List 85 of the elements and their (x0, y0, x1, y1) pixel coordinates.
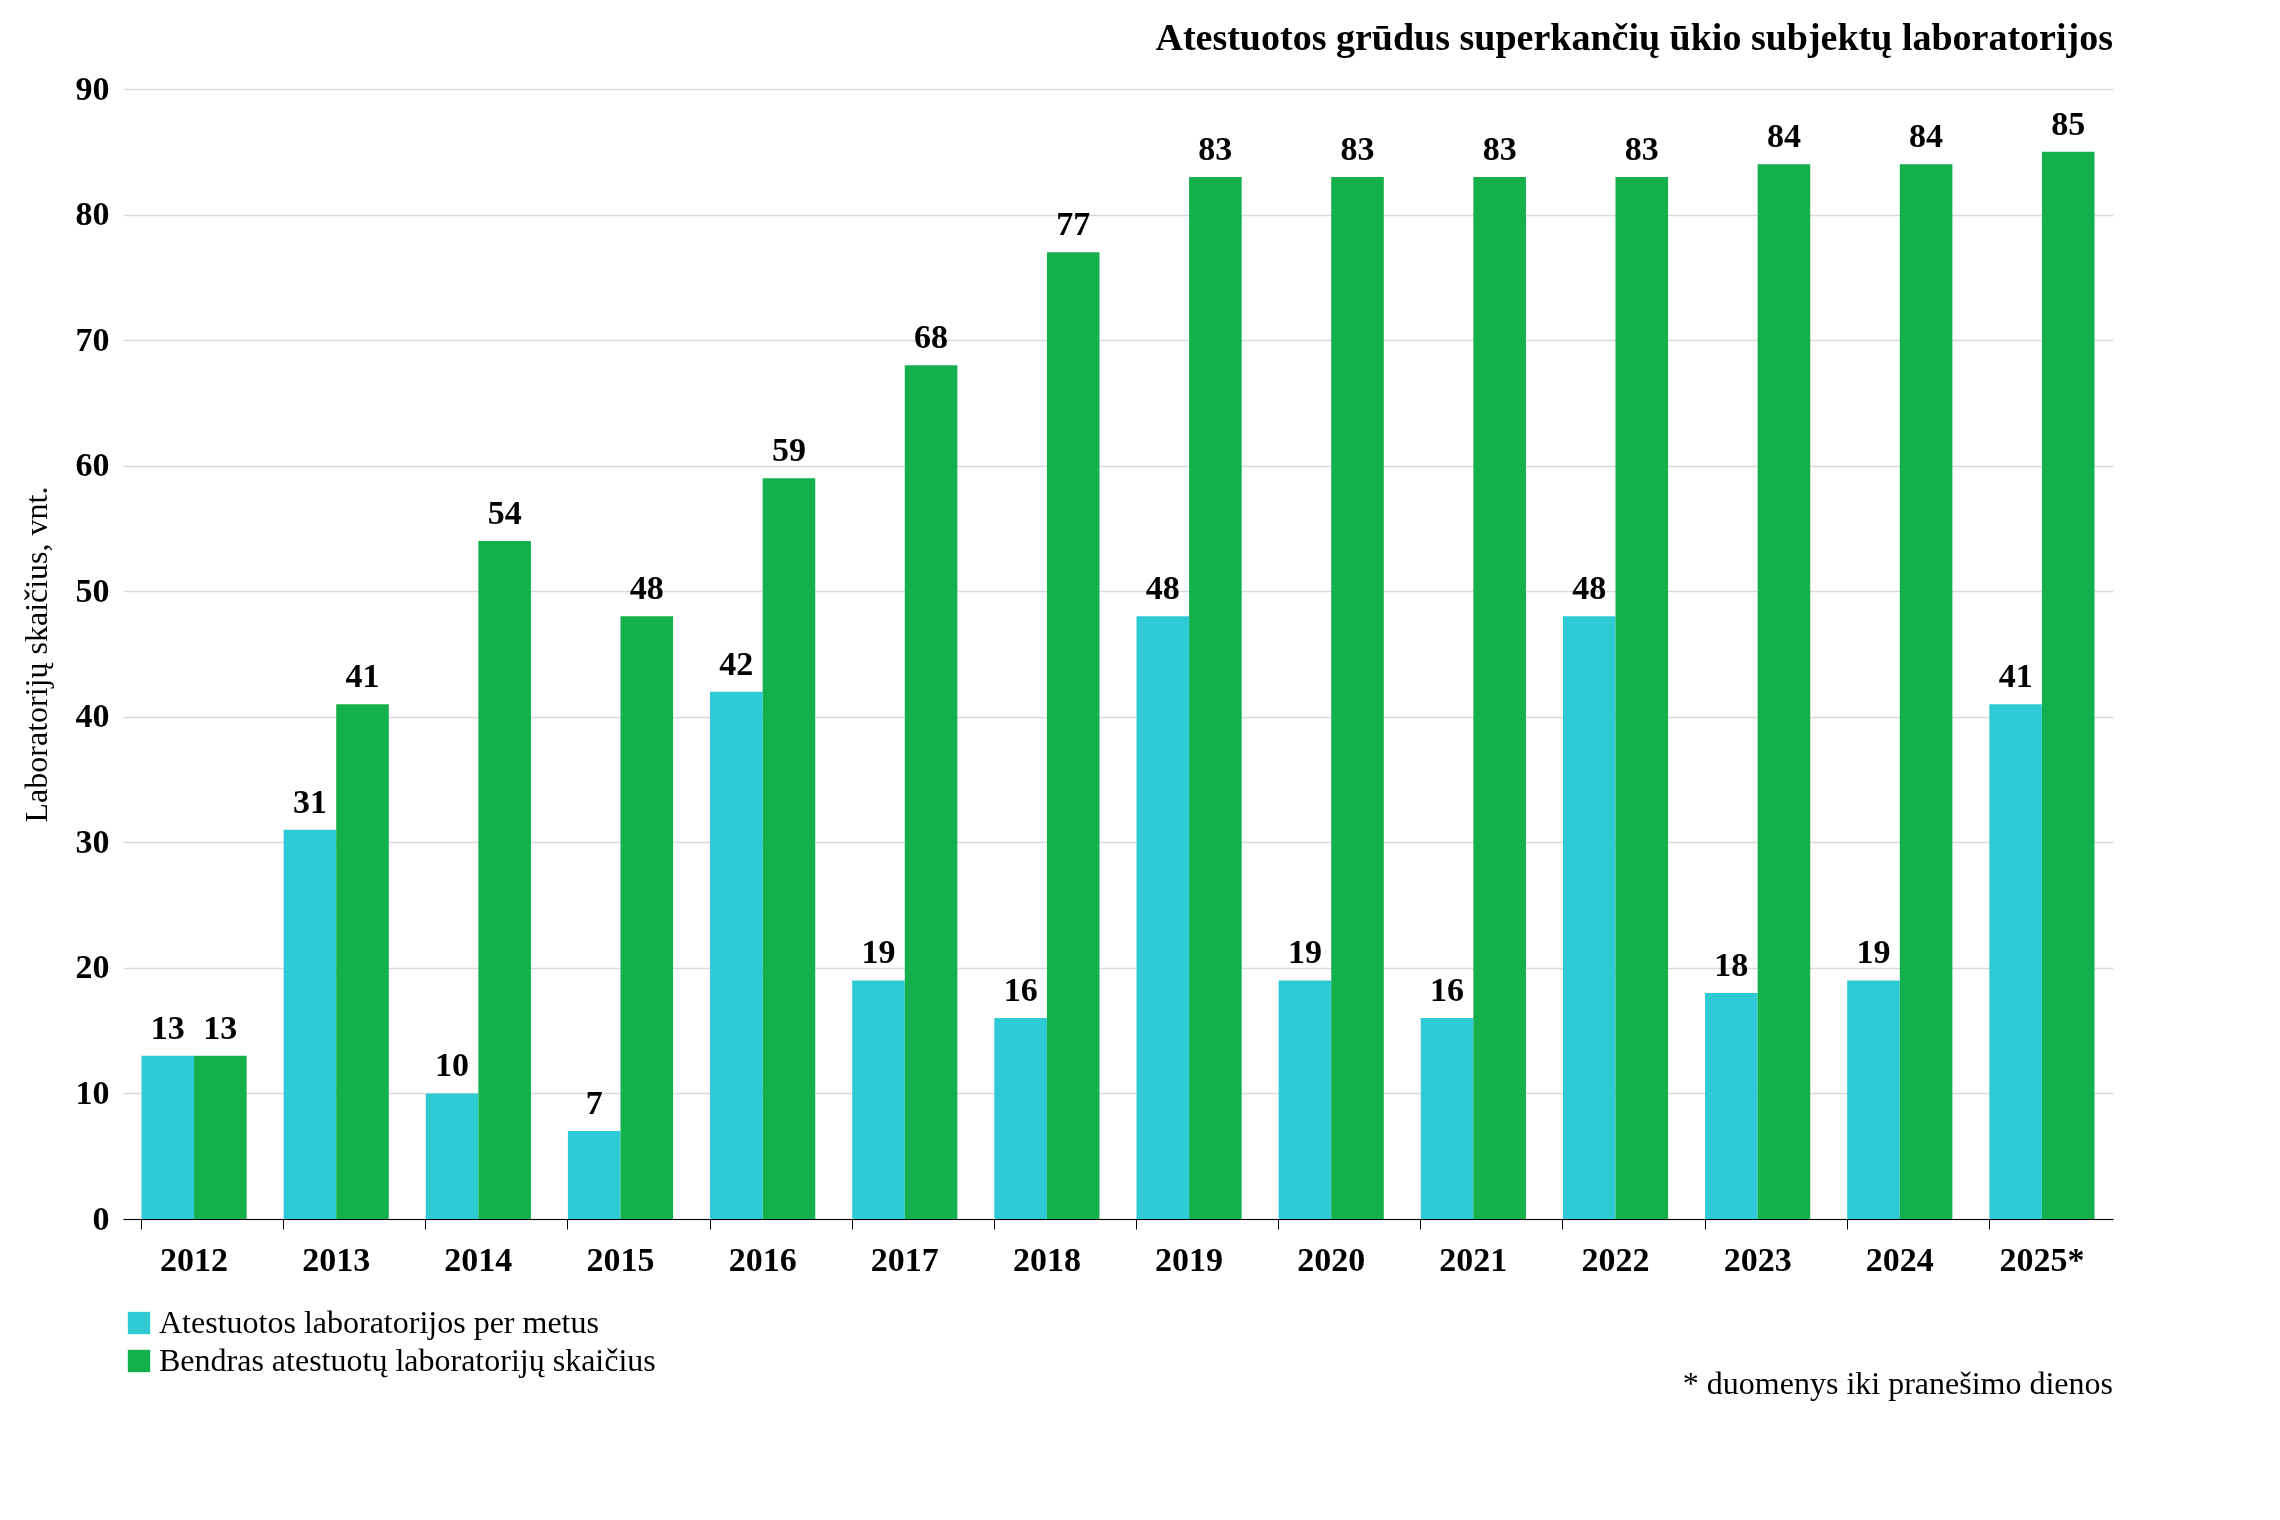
data-label: 41 (1998, 657, 2033, 695)
y-axis-title: Laboratorijų skaičius, vnt. (17, 486, 54, 823)
data-label: 59 (771, 431, 806, 469)
data-label: 83 (1482, 129, 1517, 167)
bar (1562, 616, 1616, 1219)
data-label: 16 (1430, 971, 1465, 1009)
data-label: 84 (1766, 117, 1801, 155)
bar (1046, 252, 1100, 1219)
data-label: 48 (629, 569, 664, 607)
x-tick-label: 2020 (1297, 1240, 1366, 1278)
bar (336, 704, 389, 1219)
data-label: 42 (719, 644, 754, 682)
data-label: 19 (1287, 933, 1322, 971)
data-label: 18 (1714, 946, 1749, 983)
y-tick-label: 0 (92, 1199, 110, 1237)
bar (1420, 1018, 1474, 1219)
chart-title: Atestuotos grūdus superkančių ūkio subjektų laboratorijos (1155, 16, 2113, 58)
text: * duomenys iki pranešimo dienos (1682, 1365, 2113, 1401)
data-label: 48 (1145, 569, 1180, 607)
x-tick-label: 2016 (728, 1240, 797, 1278)
x-tick-label: 2014 (444, 1240, 513, 1278)
bar (425, 1093, 479, 1219)
y-tick-label: 60 (75, 446, 110, 484)
bar (620, 616, 674, 1219)
bar (994, 1018, 1047, 1219)
bar (1615, 176, 1669, 1219)
data-label: 19 (861, 933, 896, 971)
data-label: 19 (1856, 933, 1891, 971)
y-tick-label: 70 (75, 320, 110, 358)
bar (1899, 164, 1953, 1219)
x-tick-label: 2015 (586, 1240, 655, 1278)
x-tick-label: 2013 (302, 1240, 371, 1278)
x-tick-label: 2017 (870, 1240, 939, 1278)
bar (567, 1131, 621, 1219)
bar (1989, 704, 2042, 1219)
bar (478, 541, 531, 1219)
bar (852, 980, 905, 1219)
data-label: 48 (1572, 569, 1607, 607)
bar (194, 1055, 247, 1219)
data-label: 83 (1624, 129, 1659, 167)
y-tick-label: 90 (75, 69, 110, 107)
data-label: 54 (487, 494, 522, 531)
bar (710, 691, 763, 1219)
data-label: 7 (585, 1084, 603, 1122)
bar (1136, 616, 1190, 1219)
data-label: 84 (1909, 117, 1944, 155)
x-tick-label: 2018 (1012, 1240, 1081, 1278)
data-label: 77 (1056, 205, 1091, 243)
data-label: 41 (345, 657, 380, 695)
bar (141, 1055, 195, 1219)
x-tick-label: 2025* (1999, 1240, 2085, 1278)
data-label: 13 (150, 1008, 185, 1046)
y-tick-label: 40 (75, 697, 110, 735)
data-label: 68 (914, 318, 949, 356)
data-label: 10 (435, 1046, 470, 1084)
legend-label: Atestuotos laboratorijos per metus (159, 1304, 599, 1340)
y-tick-label: 50 (75, 571, 110, 609)
bar (1757, 164, 1811, 1219)
x-tick-label: 2022 (1581, 1240, 1650, 1278)
data-label: 16 (1003, 971, 1038, 1009)
bar (1847, 980, 1900, 1219)
bar (762, 478, 816, 1219)
data-label: 83 (1340, 129, 1375, 167)
bar (904, 365, 958, 1219)
y-tick-label: 20 (75, 948, 110, 986)
legend-label: Bendras atestuotų laboratorijų skaičius (159, 1342, 656, 1378)
data-label: 13 (203, 1008, 238, 1046)
bar (1331, 176, 1384, 1219)
data-label: 83 (1198, 129, 1233, 167)
bar (1189, 176, 1242, 1219)
data-label: 85 (2051, 104, 2086, 142)
x-tick-label: 2024 (1865, 1240, 1934, 1278)
bar (1278, 980, 1332, 1219)
data-label: 31 (292, 782, 327, 820)
bar (1473, 176, 1526, 1219)
y-tick-label: 80 (75, 195, 110, 233)
y-tick-label: 30 (75, 822, 110, 860)
x-tick-label: 2012 (160, 1240, 229, 1278)
x-tick-label: 2021 (1439, 1240, 1508, 1278)
x-tick-label: 2023 (1723, 1240, 1792, 1278)
x-tick-label: 2019 (1155, 1240, 1224, 1278)
bar (2041, 151, 2095, 1219)
bar (1705, 993, 1758, 1219)
y-tick-label: 10 (75, 1073, 110, 1111)
bar (283, 829, 337, 1219)
